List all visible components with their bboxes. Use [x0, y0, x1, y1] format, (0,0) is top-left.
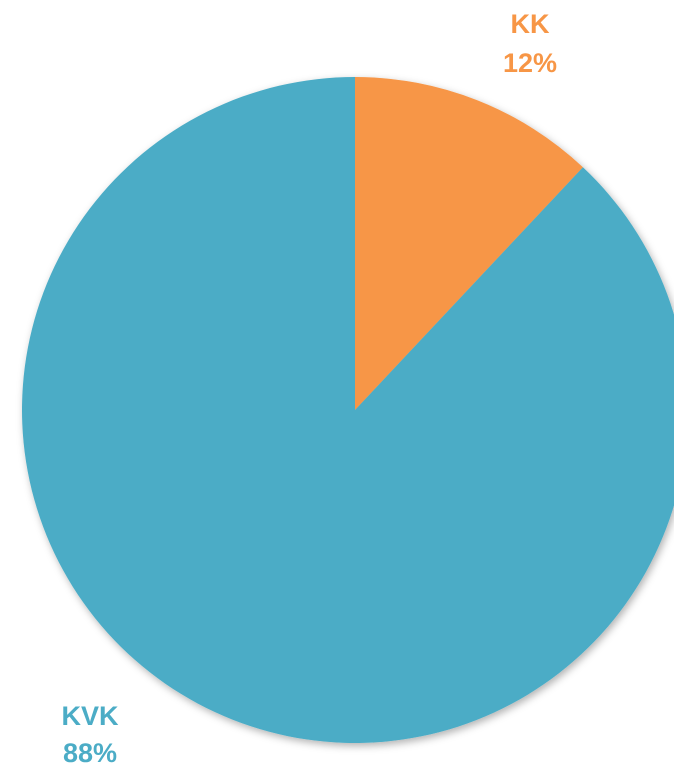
slice-value-label: 88%: [63, 738, 117, 768]
pie-slice: [22, 77, 674, 743]
slice-value-label: 12%: [503, 48, 557, 78]
slice-category-label: KK: [511, 9, 550, 39]
slice-category-label: KVK: [61, 701, 119, 731]
pie: [22, 77, 674, 743]
pie-slice: [355, 77, 583, 410]
